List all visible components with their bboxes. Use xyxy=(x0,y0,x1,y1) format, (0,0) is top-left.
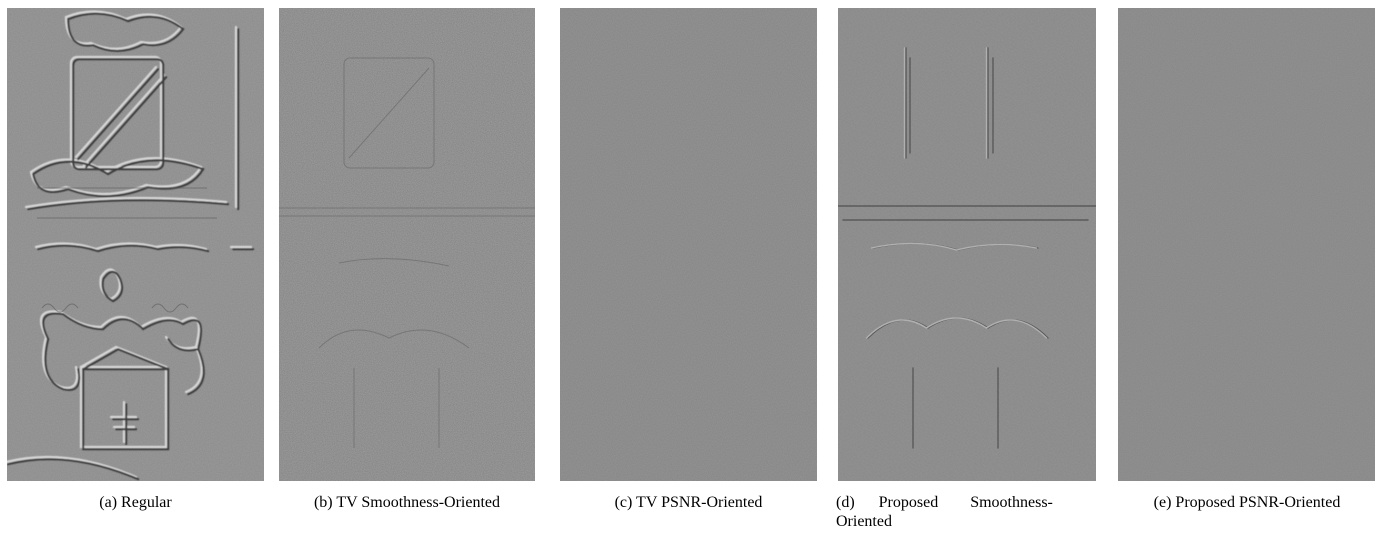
caption-e-text: (e) Proposed PSNR-Oriented xyxy=(1153,494,1341,511)
caption-a: (a) Regular xyxy=(7,493,264,512)
panel-d-proposed-smoothness-image xyxy=(838,8,1096,481)
panel-b-tv-smoothness-image xyxy=(279,8,535,481)
caption-d: (d) Proposed Smoothness- Oriented xyxy=(836,493,1098,531)
caption-a-text: (a) Regular xyxy=(99,494,172,511)
caption-b-text: (b) TV Smoothness-Oriented xyxy=(313,494,501,511)
panel-a-regular-image xyxy=(7,8,264,481)
caption-c-text: (c) TV PSNR-Oriented xyxy=(614,494,763,511)
panel-e-proposed-psnr-image xyxy=(1118,8,1375,481)
caption-d-line2: Oriented xyxy=(836,513,892,530)
caption-c: (c) TV PSNR-Oriented xyxy=(560,493,817,512)
caption-e: (e) Proposed PSNR-Oriented xyxy=(1113,493,1381,512)
caption-b: (b) TV Smoothness-Oriented xyxy=(272,493,542,512)
caption-d-line1: (d) Proposed Smoothness- xyxy=(836,494,1053,511)
panel-c-tv-psnr-image xyxy=(560,8,817,481)
